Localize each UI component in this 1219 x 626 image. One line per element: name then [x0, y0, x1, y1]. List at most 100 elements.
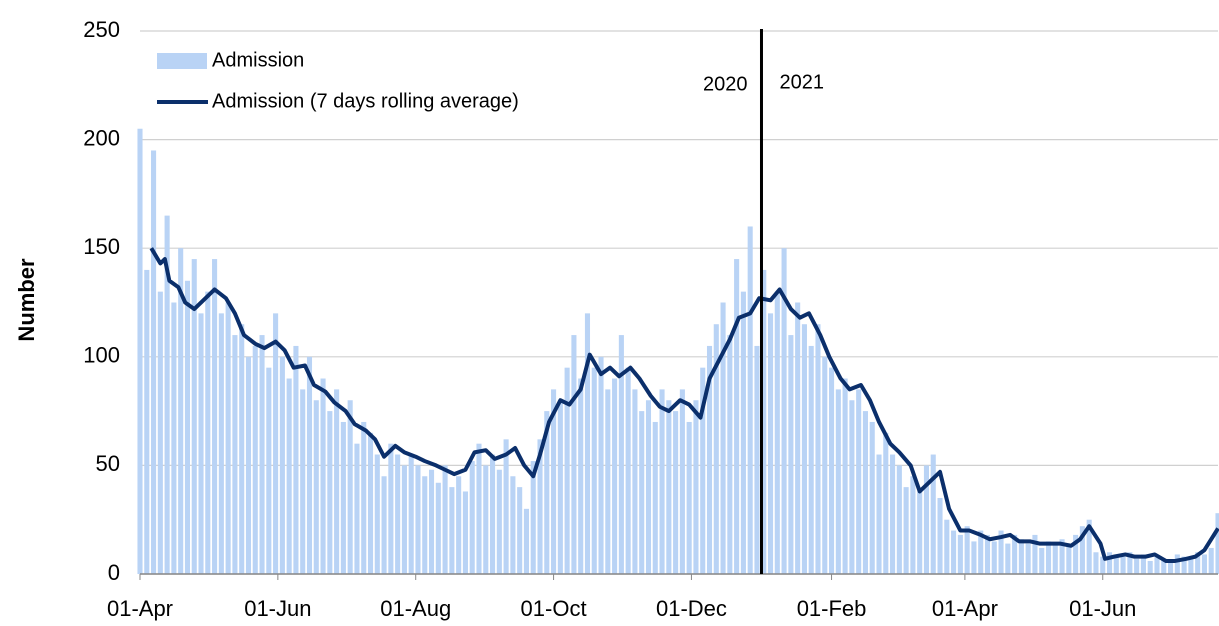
- x-tick-label: 01-Apr: [932, 596, 998, 621]
- bar: [476, 443, 482, 574]
- bar: [1066, 545, 1072, 574]
- bar: [462, 491, 468, 574]
- bar: [639, 411, 645, 574]
- bar: [469, 461, 475, 574]
- bar: [1093, 552, 1099, 574]
- bar: [225, 302, 231, 574]
- bar: [191, 259, 197, 574]
- bar: [1025, 543, 1031, 574]
- bar: [829, 367, 835, 574]
- bar: [178, 248, 184, 574]
- bar: [842, 378, 848, 574]
- bar: [896, 465, 902, 574]
- bar: [761, 269, 767, 574]
- bar: [1208, 547, 1214, 574]
- bar: [279, 356, 285, 574]
- bar: [428, 469, 435, 574]
- bar: [1195, 552, 1201, 574]
- bar: [483, 465, 489, 574]
- bar: [171, 302, 177, 574]
- x-tick-label: 01-Dec: [656, 596, 727, 621]
- bar: [1059, 539, 1065, 574]
- y-tick-label: 0: [108, 560, 120, 585]
- annotation: 2021: [779, 71, 824, 93]
- bar: [395, 454, 401, 574]
- bar: [720, 302, 726, 574]
- bar: [1018, 539, 1024, 574]
- bar: [151, 150, 157, 574]
- bar: [1134, 558, 1140, 574]
- bar: [645, 400, 652, 574]
- y-tick-label: 100: [83, 343, 120, 368]
- bar: [591, 367, 597, 574]
- bar: [503, 439, 509, 574]
- bar: [435, 482, 441, 574]
- bar: [1154, 556, 1160, 574]
- bar: [537, 439, 543, 574]
- bar: [374, 454, 380, 574]
- bar: [917, 491, 923, 574]
- bar: [564, 367, 570, 574]
- bar: [944, 519, 950, 574]
- bar: [1032, 534, 1038, 574]
- bar: [1147, 560, 1153, 574]
- bar: [571, 335, 577, 574]
- bar: [923, 465, 930, 574]
- bar: [1100, 556, 1106, 574]
- bar: [212, 259, 218, 574]
- bar: [876, 454, 882, 574]
- bar: [1127, 552, 1133, 574]
- bar: [408, 454, 414, 574]
- x-tick-label: 01-Oct: [521, 596, 587, 621]
- bar: [1012, 534, 1018, 574]
- bar: [1167, 560, 1174, 574]
- bar: [971, 541, 977, 574]
- bar: [313, 400, 319, 574]
- bar: [401, 465, 407, 574]
- bar: [259, 335, 265, 574]
- bar: [1201, 554, 1207, 574]
- bar: [340, 421, 346, 574]
- bar: [557, 400, 563, 574]
- y-tick-label: 50: [96, 451, 120, 476]
- bar: [286, 378, 292, 574]
- bar: [1120, 556, 1126, 574]
- bar: [1079, 526, 1085, 574]
- bar: [1045, 541, 1052, 574]
- annotation: 2020: [703, 73, 748, 95]
- bar: [544, 411, 550, 574]
- bar: [679, 389, 685, 574]
- bar: [883, 432, 889, 574]
- bar: [1215, 513, 1219, 574]
- bar: [1161, 558, 1167, 574]
- bar: [740, 291, 746, 574]
- bar: [978, 530, 984, 574]
- bar: [930, 454, 936, 574]
- bar: [754, 345, 760, 574]
- bar: [293, 345, 299, 574]
- bar: [517, 487, 523, 574]
- y-tick-label: 150: [83, 234, 120, 259]
- line: [149, 247, 1219, 563]
- bar: [1039, 547, 1045, 574]
- bar: [795, 302, 801, 574]
- x-tick-label: 01-Jun: [1069, 596, 1136, 621]
- bar: [625, 367, 631, 574]
- bar: [727, 335, 733, 574]
- bar: [856, 389, 862, 574]
- bar: [320, 378, 326, 574]
- bar: [808, 345, 814, 574]
- bar: [1174, 554, 1180, 574]
- bar: [910, 476, 916, 574]
- bar: [306, 356, 313, 574]
- bar: [747, 226, 753, 575]
- y-axis-label: Number: [14, 258, 39, 342]
- x-tick-label: 01-Jun: [244, 596, 311, 621]
- bar: [510, 476, 516, 574]
- bar: [693, 400, 699, 574]
- bar: [144, 269, 150, 574]
- bar: [232, 335, 238, 574]
- bar: [530, 461, 536, 574]
- bar: [991, 541, 997, 574]
- bar: [1086, 519, 1092, 574]
